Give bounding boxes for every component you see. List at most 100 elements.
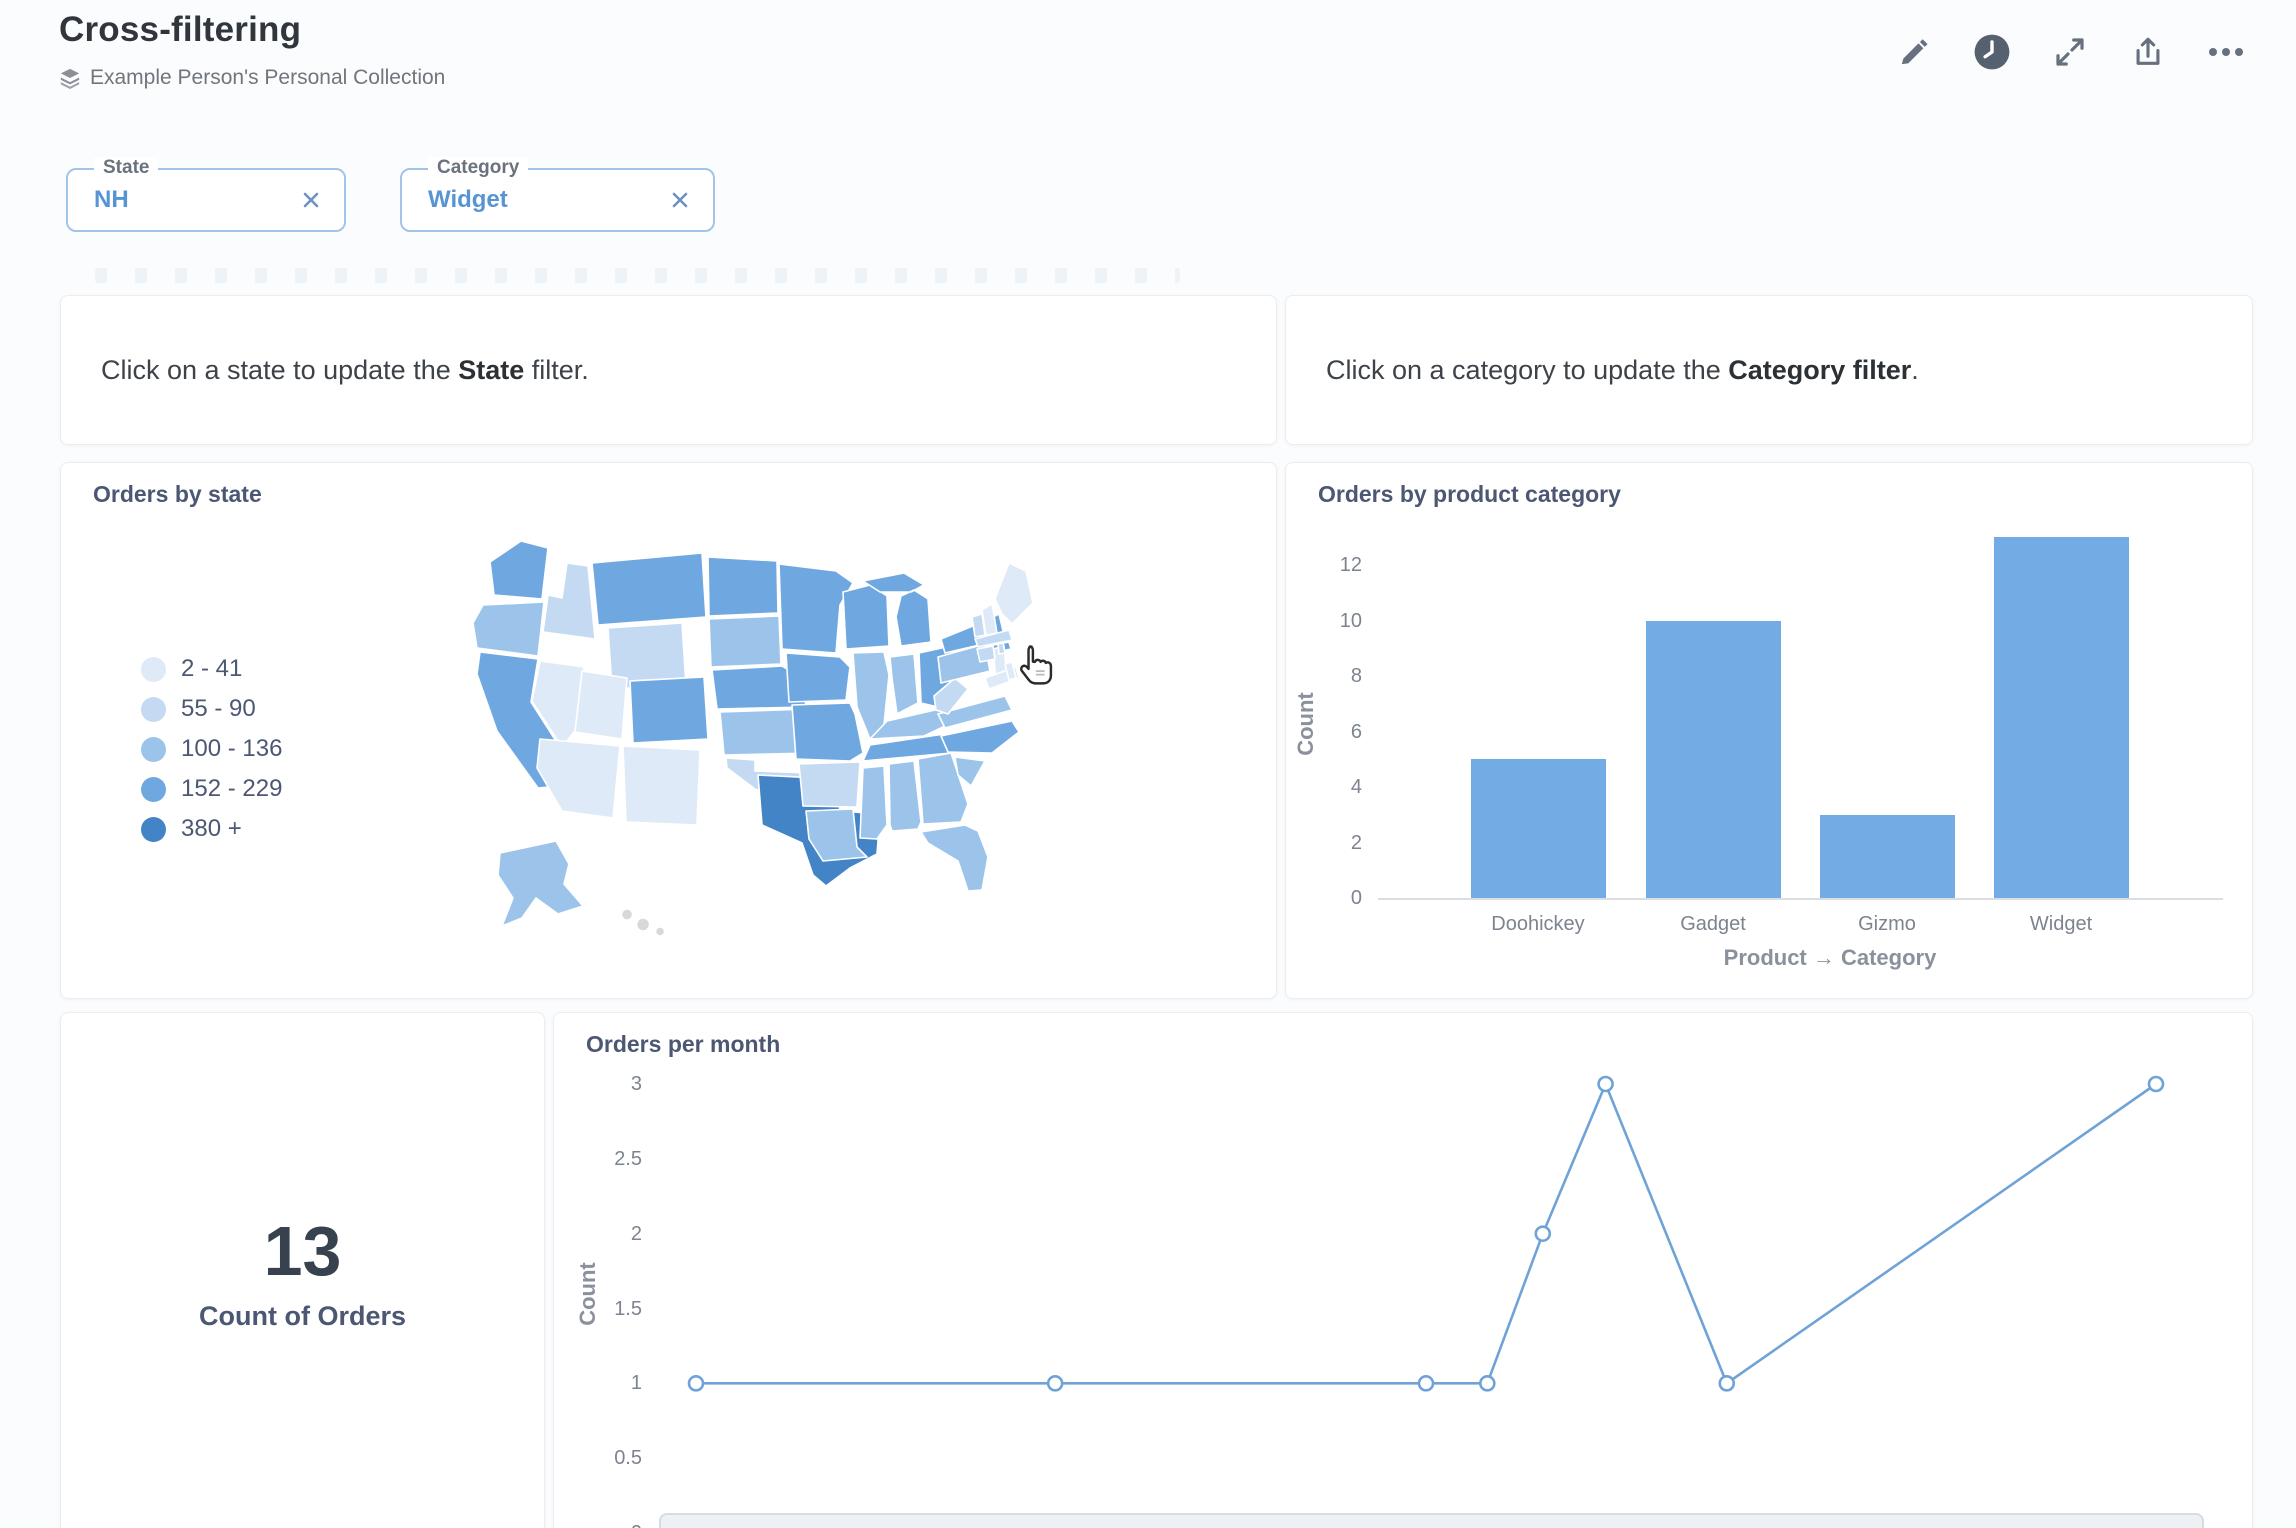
- text-card-state-text: Click on a state to update the State fil…: [101, 354, 589, 385]
- legend-label: 380 +: [181, 815, 242, 842]
- bar-y-tick: 0: [1350, 887, 1362, 909]
- more-options-button[interactable]: [2204, 30, 2248, 74]
- map-state-MI[interactable]: [862, 572, 932, 647]
- scalar-value: 13: [263, 1211, 342, 1290]
- bar-widget[interactable]: [1993, 537, 2129, 898]
- bar-x-label: Gadget: [1680, 913, 1746, 935]
- map-state-SD[interactable]: [708, 615, 782, 668]
- map-state-RI[interactable]: [997, 642, 1006, 655]
- legend-color-dot: [141, 656, 166, 682]
- filter-category-value[interactable]: Widget: [428, 186, 508, 213]
- bar-x-label: Doohickey: [1491, 913, 1585, 935]
- filter-category[interactable]: Category Widget: [400, 157, 715, 232]
- legend-color-dot: [141, 776, 166, 802]
- line-data-point: [1597, 1075, 1614, 1093]
- map-state-SC[interactable]: [954, 756, 986, 787]
- map-state-GA[interactable]: [917, 752, 969, 825]
- edit-dashboard-button[interactable]: [1892, 30, 1936, 74]
- map-state-AZ[interactable]: [536, 738, 621, 819]
- map-state-IA[interactable]: [785, 652, 851, 703]
- legend-label: 152 - 229: [181, 775, 283, 802]
- line-y-tick: 3: [630, 1073, 642, 1095]
- x-axis-strip: [659, 1513, 2204, 1528]
- map-state-NC[interactable]: [940, 720, 1020, 754]
- collection-name: Example Person's Personal Collection: [90, 66, 446, 89]
- map-state-OR[interactable]: [472, 601, 545, 657]
- map-state-NM[interactable]: [622, 745, 701, 826]
- state-filter-close-icon[interactable]: [298, 187, 324, 213]
- bar-y-tick: 4: [1350, 776, 1362, 798]
- collection-layers-icon: [59, 67, 81, 89]
- bar-gadget[interactable]: [1645, 620, 1781, 898]
- map-state-LA[interactable]: [805, 808, 868, 862]
- filter-state-label: State: [94, 157, 159, 179]
- map-state-MA[interactable]: [974, 629, 1013, 648]
- us-choropleth-map[interactable]: [436, 523, 1086, 953]
- map-state-FL[interactable]: [920, 824, 989, 892]
- map-state-CT[interactable]: [976, 645, 996, 663]
- bar-gizmo[interactable]: [1819, 814, 1955, 898]
- fullscreen-button[interactable]: [2048, 30, 2092, 74]
- map-legend: 2 - 41 55 - 90 100 - 136 152 - 229 380 +: [141, 655, 282, 843]
- filter-state-value[interactable]: NH: [94, 186, 129, 213]
- map-legend-item: 152 - 229: [141, 775, 282, 803]
- map-state-PA[interactable]: [937, 643, 991, 684]
- map-state-AK[interactable]: [497, 840, 584, 927]
- map-state-NV[interactable]: [531, 660, 585, 748]
- breadcrumb[interactable]: Example Person's Personal Collection: [59, 66, 445, 90]
- map-legend-item: 55 - 90: [141, 695, 282, 723]
- map-state-ME[interactable]: [994, 562, 1034, 625]
- bar-y-tick: 8: [1350, 665, 1362, 687]
- auto-refresh-button[interactable]: [1970, 30, 2014, 74]
- bar-doohickey[interactable]: [1470, 759, 1606, 898]
- map-state-UT[interactable]: [574, 670, 628, 740]
- bar-card-title: Orders by product category: [1318, 481, 1621, 507]
- orders-by-category-card: Orders by product category Count 0 2 4 6 8 10…: [1285, 462, 2253, 999]
- map-state-CO[interactable]: [629, 676, 709, 744]
- map-state-MO[interactable]: [791, 702, 864, 762]
- legend-color-dot: [141, 736, 166, 762]
- legend-color-dot: [141, 816, 166, 842]
- line-data-point: [2147, 1075, 2165, 1093]
- legend-label: 2 - 41: [181, 655, 243, 682]
- map-state-MS[interactable]: [859, 765, 888, 840]
- map-state-HI[interactable]: [620, 908, 666, 937]
- bar-chart: 0 2 4 6 8 10 12 Doohickey Gadget Gizmo Widget: [1286, 463, 2254, 1000]
- line-y-tick: 0.5: [614, 1447, 642, 1470]
- map-state-ID[interactable]: [542, 562, 596, 640]
- legend-color-dot: [141, 696, 166, 722]
- count-of-orders-card: 13 Count of Orders: [60, 1012, 545, 1528]
- clock-icon: [1973, 33, 2011, 71]
- map-state-MT[interactable]: [591, 552, 707, 626]
- line-data-point: [1046, 1375, 1064, 1392]
- text-card-category-text: Click on a category to update the Catego…: [1326, 354, 1919, 385]
- orders-per-month-card: Orders per month Count 32.521.510.50: [553, 1012, 2253, 1528]
- line-series: [696, 1080, 2157, 1386]
- map-legend-item: 380 +: [141, 815, 282, 843]
- line-y-tick: 2.5: [614, 1147, 642, 1170]
- map-state-AR[interactable]: [798, 761, 861, 808]
- share-icon: [2131, 35, 2165, 69]
- legend-label: 100 - 136: [181, 735, 283, 762]
- map-state-DE[interactable]: [1004, 661, 1017, 681]
- map-state-MN[interactable]: [778, 563, 854, 654]
- line-data-point: [1417, 1375, 1435, 1392]
- category-filter-close-icon[interactable]: [667, 187, 693, 213]
- line-data-point: [1534, 1225, 1552, 1242]
- map-state-ND[interactable]: [707, 556, 779, 617]
- share-button[interactable]: [2126, 30, 2170, 74]
- page-title: Cross-filtering: [59, 10, 302, 49]
- map-legend-item: 2 - 41: [141, 655, 282, 683]
- line-data-point: [1718, 1375, 1736, 1392]
- map-state-WI[interactable]: [842, 584, 890, 650]
- bar-y-tick: 2: [1350, 831, 1362, 854]
- filter-state[interactable]: State NH: [66, 157, 346, 232]
- line-data-point: [687, 1375, 705, 1392]
- map-state-AL[interactable]: [888, 760, 922, 832]
- map-state-VA[interactable]: [937, 695, 1013, 729]
- line-y-tick: 1: [630, 1372, 642, 1395]
- map-state-IN[interactable]: [889, 653, 919, 715]
- map-state-WA[interactable]: [489, 540, 549, 600]
- map-state-VT[interactable]: [971, 613, 986, 638]
- bar-y-tick: 6: [1350, 720, 1362, 743]
